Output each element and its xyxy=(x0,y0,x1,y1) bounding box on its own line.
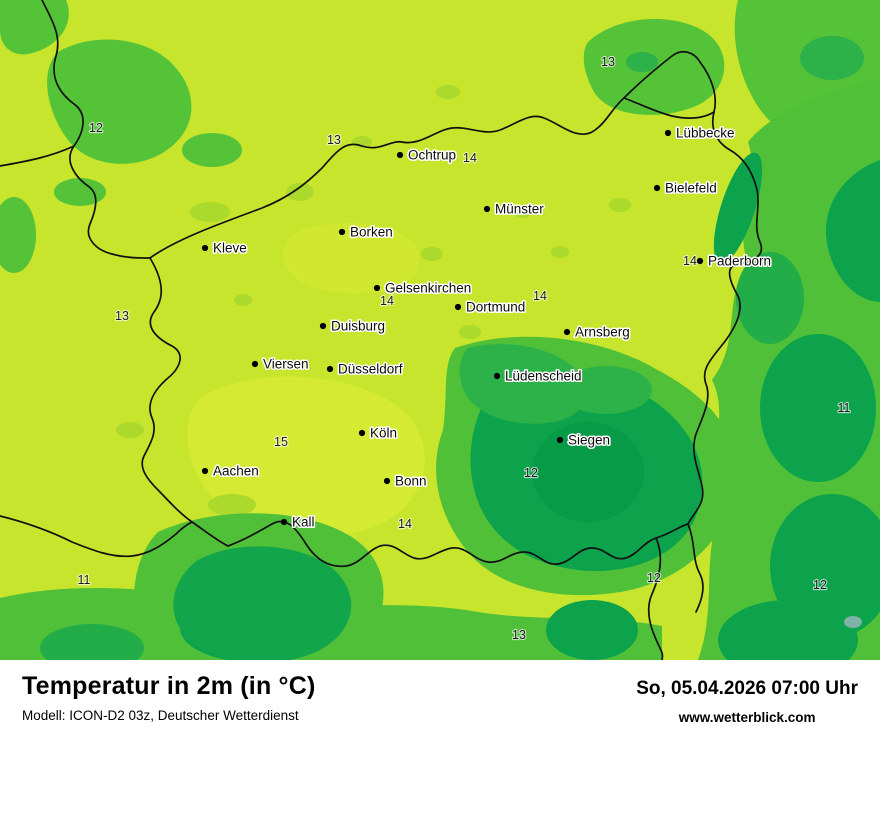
temperature-value-label: 13 xyxy=(327,133,341,147)
temperature-value-label: 13 xyxy=(601,55,615,69)
city-dot xyxy=(280,518,288,526)
city-dot xyxy=(358,429,366,437)
temperature-value-label: 14 xyxy=(463,151,477,165)
city-label: Lüdenscheid xyxy=(505,369,582,384)
city-label: Köln xyxy=(370,426,397,441)
temperature-value-label: 14 xyxy=(398,517,412,531)
city-label: Münster xyxy=(495,202,544,217)
city-label: Viersen xyxy=(263,357,309,372)
temperature-value-label: 12 xyxy=(647,571,661,585)
city-label: Düsseldorf xyxy=(338,362,403,377)
city-dot xyxy=(201,467,209,475)
city-label: Duisburg xyxy=(331,319,385,334)
temperature-value-label: 14 xyxy=(533,289,547,303)
city-label: Aachen xyxy=(213,464,259,479)
city-dot xyxy=(326,365,334,373)
website-label: www.wetterblick.com xyxy=(678,709,816,725)
city-label: Lübbecke xyxy=(676,126,735,141)
temperature-value-label: 13 xyxy=(115,309,129,323)
city-dot xyxy=(251,360,259,368)
city-label: Dortmund xyxy=(466,300,525,315)
temperature-value-label: 14 xyxy=(380,294,394,308)
temperature-value-label: 11 xyxy=(78,573,91,587)
temperature-value-label: 12 xyxy=(89,121,103,135)
temperature-value-label: 14 xyxy=(683,254,697,268)
temperature-label-layer: 13 12 13 14 14 13 14 14 11 15 12 14 11 12 12 13 xyxy=(76,54,851,643)
valid-datetime: So, 05.04.2026 07:00 Uhr xyxy=(636,678,858,699)
city-label: Siegen xyxy=(568,433,610,448)
map-title: Temperatur in 2m (in °C) xyxy=(22,672,316,700)
city-dot xyxy=(483,205,491,213)
model-info: Modell: ICON-D2 03z, Deutscher Wetterdie… xyxy=(22,707,299,723)
city-dot xyxy=(664,129,672,137)
city-dot xyxy=(556,436,564,444)
city-dot xyxy=(696,257,704,265)
footer-left-column: Temperatur in 2m (in °C) Modell: ICON-D2… xyxy=(22,672,316,723)
city-dot xyxy=(383,477,391,485)
city-dot xyxy=(653,184,661,192)
city-label: Bonn xyxy=(395,474,427,489)
temperature-value-label: 11 xyxy=(838,401,851,415)
city-dot xyxy=(563,328,571,336)
map-footer: Temperatur in 2m (in °C) Modell: ICON-D2… xyxy=(0,660,880,830)
city-label: Kleve xyxy=(213,241,247,256)
city-dot xyxy=(373,284,381,292)
city-label: Paderborn xyxy=(708,254,771,269)
temperature-map: 13 12 13 14 14 13 14 14 11 15 12 14 11 12 12 13 Kleve Oc… xyxy=(0,0,880,660)
city-label: Gelsenkirchen xyxy=(385,281,471,296)
temperature-value-label: 13 xyxy=(512,628,526,642)
city-dot xyxy=(454,303,462,311)
map-svg: 13 12 13 14 14 13 14 14 11 15 12 14 11 12 12 13 Kleve Oc… xyxy=(0,0,880,660)
city-marker-layer: Kleve Ochtrup Lübbecke Bielefeld Münster Bork… xyxy=(201,124,773,531)
city-label: Borken xyxy=(350,225,393,240)
border-lines xyxy=(0,0,763,660)
city-dot xyxy=(201,244,209,252)
city-dot xyxy=(493,372,501,380)
temperature-value-label: 12 xyxy=(524,466,538,480)
teal-speck-region xyxy=(844,616,862,628)
city-dot xyxy=(338,228,346,236)
city-label: Ochtrup xyxy=(408,148,456,163)
temperature-value-label: 15 xyxy=(274,435,288,449)
city-dot xyxy=(396,151,404,159)
footer-right-column: So, 05.04.2026 07:00 Uhr www.wetterblick… xyxy=(636,678,858,725)
city-dot xyxy=(319,322,327,330)
cold-region-group xyxy=(40,36,880,660)
temperature-value-label: 12 xyxy=(813,578,827,592)
city-label: Arnsberg xyxy=(575,325,630,340)
city-label: Kall xyxy=(292,515,315,530)
footer-text-row: Temperatur in 2m (in °C) Modell: ICON-D2… xyxy=(0,660,880,725)
city-label: Bielefeld xyxy=(665,181,717,196)
